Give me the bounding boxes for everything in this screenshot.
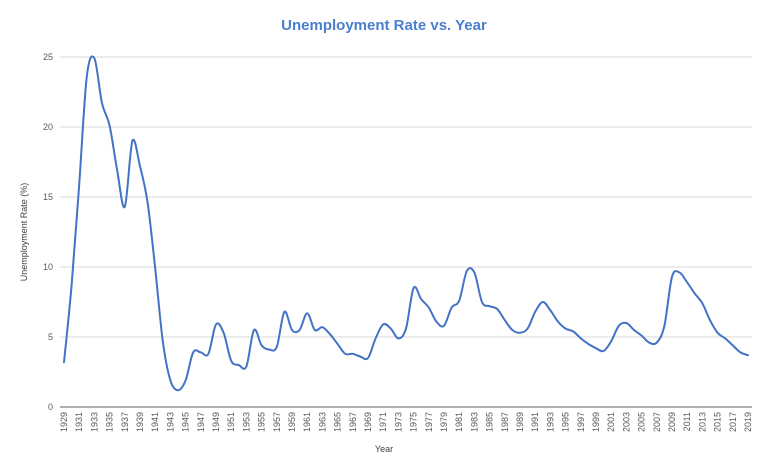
x-tick-label: 1975 [409, 412, 419, 432]
x-tick-label: 1935 [105, 412, 115, 432]
x-tick-label: 1939 [135, 412, 145, 432]
x-tick-label: 1999 [591, 412, 601, 432]
y-tick-label: 0 [48, 402, 53, 412]
x-tick-label: 2009 [667, 412, 677, 432]
x-tick-label: 1973 [393, 412, 403, 432]
x-tick-label: 1979 [439, 412, 449, 432]
x-tick-label: 2015 [713, 412, 723, 432]
x-tick-label: 1951 [226, 412, 236, 432]
x-tick-label: 1983 [469, 412, 479, 432]
y-tick-label: 25 [43, 52, 53, 62]
x-tick-label: 1941 [150, 412, 160, 432]
x-tick-label: 2007 [652, 412, 662, 432]
x-tick-label: 2005 [637, 412, 647, 432]
gridlines [60, 56, 752, 338]
x-tick-label: 2013 [697, 412, 707, 432]
y-tick-label: 10 [43, 262, 53, 272]
x-tick-label: 1981 [454, 412, 464, 432]
x-tick-label: 1995 [561, 412, 571, 432]
x-tick-label: 1937 [120, 412, 130, 432]
x-tick-label: 1977 [424, 412, 434, 432]
x-tick-label: 1971 [378, 412, 388, 432]
x-axis-ticks: 1929 1931 1933 1935 1937 1939 1941 1943 1945 1947… [59, 412, 753, 432]
x-tick-label: 1965 [333, 412, 343, 432]
x-tick-label: 1991 [530, 412, 540, 432]
x-tick-label: 1933 [89, 412, 99, 432]
x-tick-label: 1953 [241, 412, 251, 432]
x-tick-label: 1963 [317, 412, 327, 432]
x-tick-label: 1985 [485, 412, 495, 432]
chart-title: Unemployment Rate vs. Year [281, 17, 487, 34]
x-tick-label: 1931 [74, 412, 84, 432]
x-tick-label: 1969 [363, 412, 373, 432]
x-tick-label: 1947 [196, 412, 206, 432]
unemployment-rate-line [63, 55, 749, 392]
x-tick-label: 1961 [302, 412, 312, 432]
x-tick-label: 1949 [211, 412, 221, 432]
x-tick-label: 1943 [165, 412, 175, 432]
x-tick-label: 2017 [728, 412, 738, 432]
x-tick-label: 1993 [545, 412, 555, 432]
x-tick-label: 1929 [59, 412, 69, 432]
x-tick-label: 2011 [682, 412, 692, 431]
y-tick-label: 20 [43, 122, 53, 132]
x-tick-label: 1989 [515, 412, 525, 432]
x-tick-label: 1987 [500, 412, 510, 432]
x-tick-label: 1959 [287, 412, 297, 432]
x-tick-label: 2001 [606, 412, 616, 432]
x-tick-label: 1945 [181, 412, 191, 432]
x-tick-label: 1997 [576, 412, 586, 432]
x-axis-title: Year [374, 444, 394, 454]
x-tick-label: 2003 [621, 412, 631, 432]
x-tick-label: 2019 [743, 412, 753, 432]
x-tick-label: 1955 [257, 412, 267, 432]
x-tick-label: 1957 [272, 412, 282, 432]
y-axis-ticks: 0 5 10 15 20 25 [43, 52, 53, 412]
y-tick-label: 15 [43, 192, 53, 202]
y-tick-label: 5 [48, 332, 53, 342]
x-tick-label: 1967 [348, 412, 358, 432]
